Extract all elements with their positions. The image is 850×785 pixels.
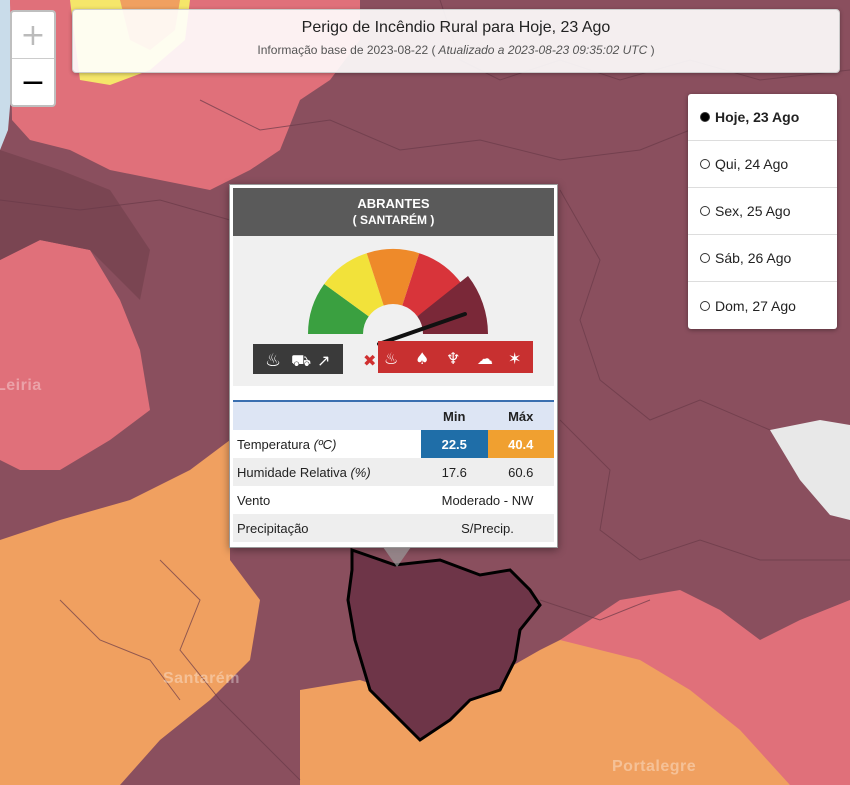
temp-max: 40.4: [487, 430, 554, 458]
day-option-3[interactable]: Sáb, 26 Ago: [688, 235, 837, 282]
page-title: Perigo de Incêndio Rural para Hoje, 23 A…: [301, 19, 611, 36]
map-label-santarem: Santarém: [163, 670, 240, 687]
popup-pointer: [383, 547, 411, 567]
campfire-icon: ♨: [384, 349, 398, 368]
humidity-min: 17.6: [421, 458, 488, 486]
day-label: Sex, 25 Ago: [715, 203, 791, 219]
map-label-leiria: Leiria: [0, 377, 42, 394]
allowed-activities: ♨ ⛟ ↗: [253, 344, 343, 374]
update-info: Informação base de 2023-08-22 ( Atualiza…: [73, 43, 839, 57]
grill-icon: ♆: [446, 349, 460, 368]
gauge-level-4-very-high: [402, 253, 462, 317]
region-very-high-east: [560, 590, 850, 785]
humidity-label: Humidade Relativa (%): [233, 458, 421, 486]
zoom-out-button[interactable]: −: [20, 64, 46, 100]
gauge-needle: [377, 312, 467, 346]
wind-label: Vento: [237, 492, 271, 508]
gauge-level-2-moderate: [324, 253, 384, 317]
popup-header: ABRANTES ( SANTARÉM ): [233, 188, 554, 236]
forbidden-activities: ♨ ♠ ♆ ☁ ✶: [378, 341, 533, 373]
forbidden-mark-icon: ✖: [363, 351, 376, 370]
precip-value: S/Precip.: [421, 514, 554, 542]
region-very-high-leiria: [0, 240, 150, 470]
precip-label: Precipitação: [233, 514, 421, 542]
col-min: Min: [421, 402, 488, 430]
temp-label: Temperatura (ºC): [237, 436, 337, 452]
municipality-name: ABRANTES: [357, 196, 430, 211]
day-label: Hoje, 23 Ago: [715, 109, 800, 125]
weather-table: Min Máx Temperatura (ºC) 22.5 40.4 Humid…: [233, 402, 554, 542]
radio-icon: [700, 253, 710, 263]
divider: [233, 400, 554, 402]
gauge-level-3-high: [366, 249, 420, 306]
tractor-icon: ⛟: [291, 351, 311, 370]
municipality-popup: ABRANTES ( SANTARÉM ) ♨ ⛟ ↗ ✖ ♨: [229, 184, 558, 548]
zoom-control: + −: [10, 10, 56, 107]
abrantes-municipality: [346, 547, 542, 742]
updated-timestamp: Atualizado a 2023-08-23 09:35:02 UTC: [435, 43, 651, 57]
map-title-panel: Perigo de Incêndio Rural para Hoje, 23 A…: [72, 9, 840, 73]
radio-selected-icon: [700, 112, 710, 122]
table-row: Vento Moderado - NW: [233, 486, 554, 514]
temp-min: 22.5: [421, 430, 488, 458]
day-label: Dom, 27 Ago: [715, 297, 796, 314]
zoom-in-button[interactable]: +: [12, 12, 54, 59]
radio-icon: [700, 300, 710, 311]
gauge-level-1-low: [307, 284, 369, 334]
table-row: Precipitação S/Precip.: [233, 514, 554, 542]
region-high-west: [0, 440, 260, 785]
map-label-portalegre: Portalegre: [612, 758, 697, 775]
col-max: Máx: [487, 402, 554, 430]
bonfire-icon: ♠: [415, 349, 429, 368]
humidity-max: 60.6: [487, 458, 554, 486]
gauge-level-5-maximum: [417, 276, 488, 334]
smoker-icon: ☁: [477, 349, 493, 368]
table-row: Temperatura (ºC) 22.5 40.4: [233, 430, 554, 458]
danger-gauge: ♨ ⛟ ↗ ✖ ♨ ♠ ♆ ☁ ✶: [233, 236, 554, 386]
region-low-east: [770, 420, 850, 520]
radio-icon: [700, 159, 710, 169]
day-label: Qui, 24 Ago: [715, 156, 789, 172]
table-header: Min Máx: [233, 402, 554, 430]
day-option-1[interactable]: Qui, 24 Ago: [688, 141, 837, 188]
district-name: ( SANTARÉM ): [352, 213, 435, 227]
day-option-0[interactable]: Hoje, 23 Ago: [688, 94, 837, 141]
region-max-west: [0, 150, 150, 300]
base-info: Informação base de 2023-08-22 (: [257, 43, 436, 57]
day-option-4[interactable]: Dom, 27 Ago: [688, 282, 837, 329]
day-selector: Hoje, 23 Ago Qui, 24 Ago Sex, 25 Ago Sáb…: [688, 94, 837, 329]
wind-value: Moderado - NW: [441, 492, 534, 508]
table-row: Humidade Relativa (%) 17.6 60.6: [233, 458, 554, 486]
day-option-2[interactable]: Sex, 25 Ago: [688, 188, 837, 235]
base-info-close: ): [650, 43, 655, 57]
fireworks-icon: ✶: [508, 349, 521, 368]
smoke-icon: ↗: [317, 351, 330, 370]
day-label: Sáb, 26 Ago: [715, 250, 792, 266]
fire-icon: ♨: [265, 350, 281, 371]
radio-icon: [700, 206, 710, 216]
